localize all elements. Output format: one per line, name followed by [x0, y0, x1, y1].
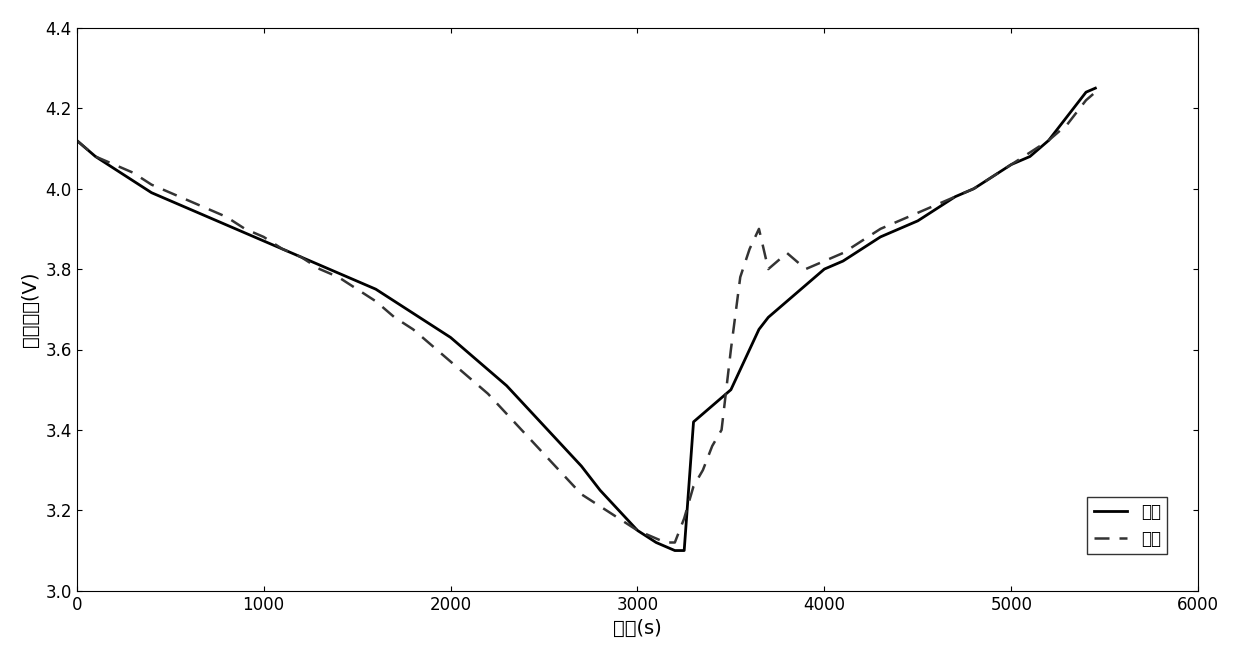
X-axis label: 时间(s): 时间(s): [613, 619, 662, 638]
实验: [686, 482, 701, 490]
Legend: 模拟, 实验: 模拟, 实验: [1087, 497, 1167, 554]
模拟: [574, 462, 589, 470]
实验: [200, 205, 215, 213]
Y-axis label: 电压变化(V): 电压变化(V): [21, 272, 40, 347]
模拟: [854, 245, 869, 253]
实验: [658, 538, 673, 546]
模拟: [69, 136, 84, 144]
Line: 模拟: 模拟: [77, 88, 1095, 550]
实验: [743, 245, 758, 253]
实验: [69, 136, 84, 144]
模拟: [1023, 152, 1038, 160]
Line: 实验: 实验: [77, 92, 1095, 542]
模拟: [1087, 84, 1102, 92]
模拟: [424, 322, 439, 330]
实验: [630, 527, 645, 534]
模拟: [350, 277, 365, 285]
模拟: [144, 188, 159, 196]
模拟: [667, 546, 682, 554]
实验: [537, 450, 552, 458]
实验: [1087, 88, 1102, 96]
实验: [733, 273, 748, 281]
